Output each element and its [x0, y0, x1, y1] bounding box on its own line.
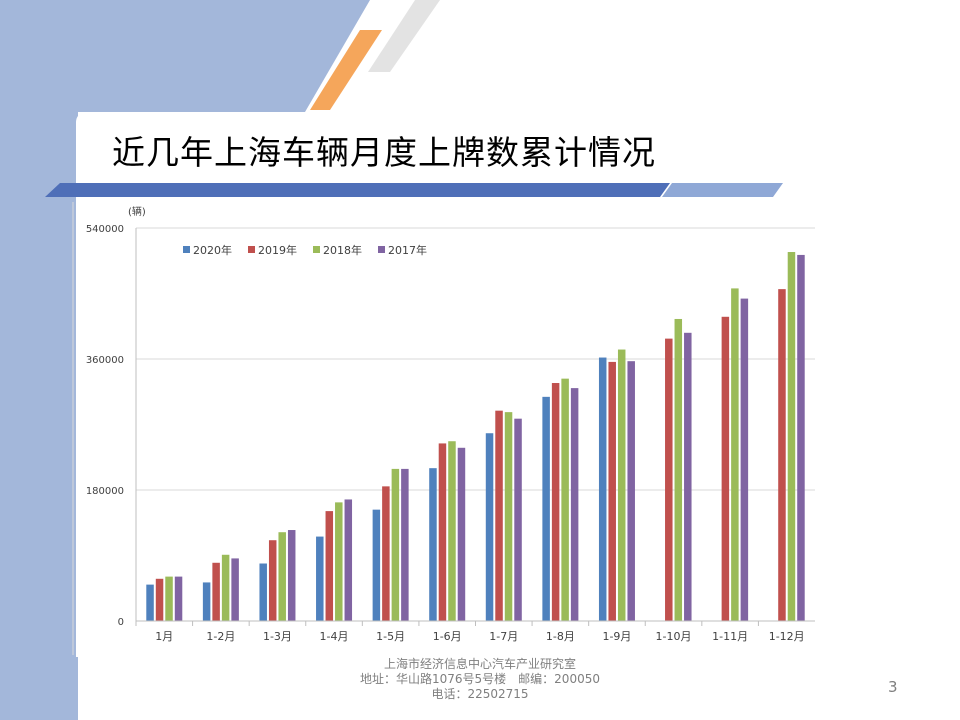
bar: [740, 298, 749, 621]
title-underline-dark: [45, 183, 670, 197]
legend-label: 2018年: [323, 243, 362, 257]
bar: [561, 378, 569, 621]
footer: 上海市经济信息中心汽车产业研究室 地址：华山路1076号5号楼 邮编：20005…: [300, 657, 660, 702]
bar: [598, 357, 607, 621]
legend-label: 2019年: [258, 243, 297, 257]
bar: [787, 252, 796, 621]
bar: [325, 511, 334, 621]
y-tick-label: 360000: [86, 355, 124, 366]
bar: [674, 318, 683, 621]
legend-swatch: [313, 246, 320, 253]
title-underline-light: [662, 183, 783, 197]
bar: [731, 288, 739, 621]
bar: [372, 509, 381, 621]
bar: [165, 576, 173, 621]
legend-label: 2020年: [193, 243, 232, 257]
x-tick-label: 1-5月: [376, 630, 405, 643]
bar: [382, 486, 390, 621]
bar: [504, 412, 513, 621]
bar: [212, 562, 220, 621]
bar: [202, 582, 211, 621]
legend-swatch: [248, 246, 255, 253]
header-blue-panel: [0, 0, 370, 112]
y-tick-label: 540000: [86, 224, 124, 235]
bar: [665, 338, 673, 621]
footer-address: 地址：华山路1076号5号楼 邮编：200050: [360, 672, 600, 686]
bar: [457, 447, 466, 621]
x-tick-label: 1-2月: [206, 630, 235, 643]
x-tick-label: 1-12月: [769, 630, 805, 643]
bar: [146, 584, 154, 621]
x-tick-label: 1-6月: [433, 630, 462, 643]
bar: [259, 563, 267, 621]
bar: [684, 332, 692, 621]
x-tick-label: 1-4月: [320, 630, 349, 643]
bar: [542, 396, 550, 621]
bar: [174, 576, 183, 621]
bar: [608, 361, 616, 621]
bar: [287, 530, 296, 621]
x-tick-label: 1-7月: [489, 630, 518, 643]
y-tick-label: 0: [118, 617, 124, 628]
header-decoration: [0, 0, 440, 112]
x-tick-label: 1月: [155, 630, 173, 643]
legend-swatch: [378, 246, 385, 253]
bar: [391, 468, 400, 621]
y-unit-label: (辆): [128, 205, 146, 218]
bar: [401, 468, 409, 621]
bar: [438, 443, 447, 621]
bar: [627, 361, 635, 621]
y-tick-label: 180000: [86, 486, 124, 497]
bar: [429, 468, 437, 621]
bar: [344, 499, 353, 621]
bar: [278, 532, 286, 621]
bar: [448, 441, 456, 621]
bar: [231, 558, 239, 621]
footer-phone: 电话：22502715: [431, 687, 529, 701]
bar: [570, 388, 579, 621]
x-tick-label: 1-10月: [656, 630, 692, 643]
gray-stripe: [368, 0, 440, 72]
bar: [221, 554, 230, 621]
orange-stripe: [310, 30, 382, 110]
bar: [485, 433, 494, 621]
left-panel: [0, 0, 78, 720]
bar: [778, 289, 786, 621]
x-tick-label: 1-11月: [712, 630, 748, 643]
bar: [514, 418, 522, 621]
bar: [617, 349, 626, 621]
page-number: 3: [888, 678, 898, 696]
bar: [551, 383, 560, 621]
bar: [155, 578, 164, 621]
x-tick-label: 1-3月: [263, 630, 292, 643]
legend-swatch: [183, 246, 190, 253]
bar: [335, 502, 343, 621]
footer-org: 上海市经济信息中心汽车产业研究室: [383, 657, 576, 671]
bar: [268, 540, 277, 621]
legend-label: 2017年: [388, 243, 427, 257]
x-tick-label: 1-8月: [546, 630, 575, 643]
bar: [797, 254, 805, 621]
bar: [316, 536, 324, 621]
x-tick-label: 1-9月: [602, 630, 631, 643]
slide-title: 近几年上海车辆月度上牌数累计情况: [112, 133, 656, 172]
bar: [721, 316, 730, 621]
bar: [495, 410, 503, 621]
